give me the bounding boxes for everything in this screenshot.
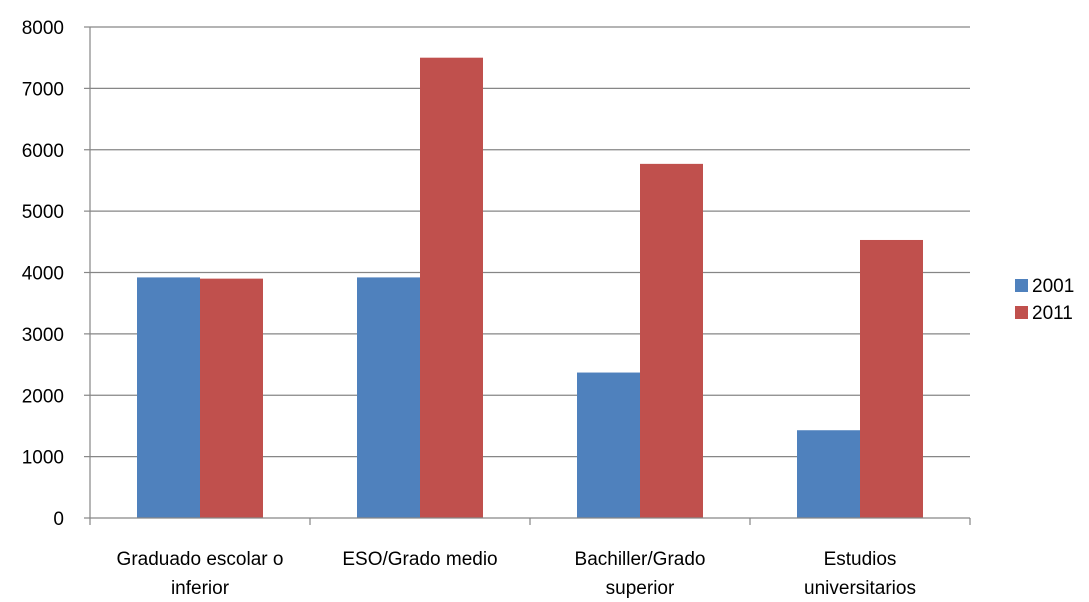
bar-2001-0 <box>137 277 200 518</box>
bar-2011-3 <box>860 239 923 518</box>
bar-2011-0 <box>200 278 263 518</box>
x-tick-label: Bachiller/Grado <box>575 549 706 570</box>
bar-2011-2 <box>640 163 703 518</box>
bar-2011-1 <box>420 57 483 518</box>
x-tick-label: inferior <box>171 578 230 599</box>
x-tick-label: superior <box>606 578 675 599</box>
x-axis-ticks: Graduado escolar o inferior ESO/Grado medi… <box>89 518 971 599</box>
bars <box>137 57 923 518</box>
y-tick-label: 6000 <box>22 141 64 162</box>
y-tick-label: 5000 <box>22 202 64 223</box>
legend-label-2011: 2011 <box>1032 303 1073 324</box>
legend-label-2001: 2001 <box>1032 276 1074 297</box>
y-tick-label: 2000 <box>22 386 64 407</box>
y-tick-label: 7000 <box>22 79 64 100</box>
bar-2001-1 <box>357 277 420 518</box>
y-tick-label: 3000 <box>22 325 64 346</box>
x-tick-label: universitarios <box>804 578 916 599</box>
y-tick-label: 1000 <box>22 448 64 469</box>
legend-swatch-2011 <box>1015 306 1028 319</box>
y-axis-ticks: 0 1000 2000 3000 4000 5000 6000 7000 8000 <box>22 18 90 530</box>
x-tick-label: Estudios <box>824 549 897 570</box>
legend: 2001 2011 <box>1015 276 1074 324</box>
x-tick-label: Graduado escolar o <box>117 549 284 570</box>
y-tick-label: 0 <box>53 509 64 530</box>
y-tick-label: 8000 <box>22 18 64 39</box>
legend-swatch-2001 <box>1015 279 1028 292</box>
y-tick-label: 4000 <box>22 264 64 285</box>
bar-2001-3 <box>797 430 860 518</box>
bar-2001-2 <box>577 372 640 518</box>
x-tick-label: ESO/Grado medio <box>342 549 497 570</box>
